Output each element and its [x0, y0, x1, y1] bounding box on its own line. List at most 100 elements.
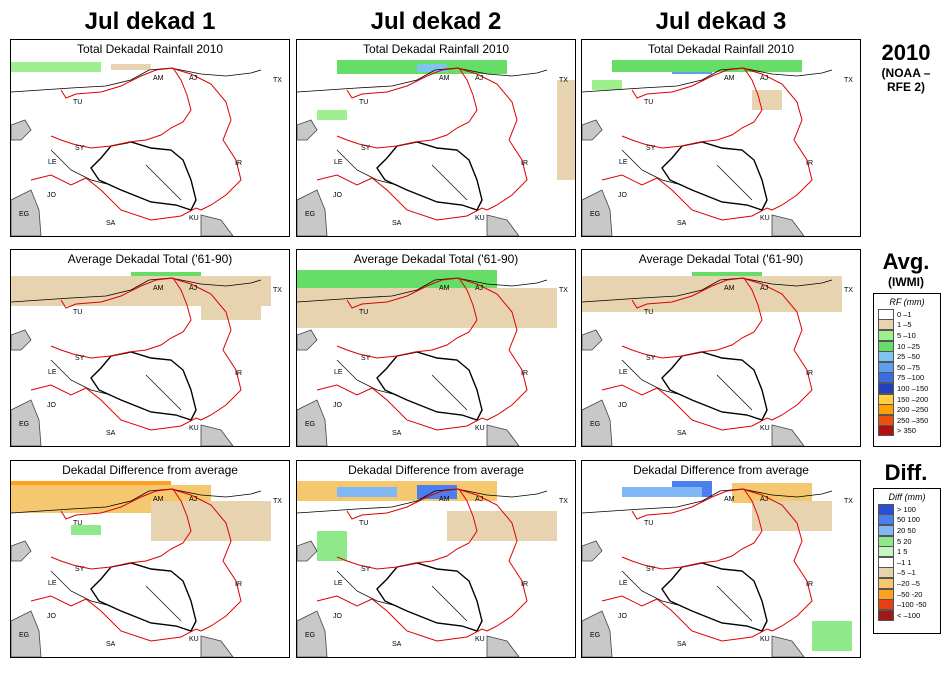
legend-swatch	[878, 524, 894, 536]
map-label-ir: IR	[235, 370, 242, 377]
legend-item: > 350	[874, 425, 940, 437]
map-label-am: AM	[439, 496, 450, 503]
map-label-ku: KU	[760, 636, 770, 643]
map-label-sa: SA	[677, 430, 687, 437]
legend-swatch	[878, 382, 894, 394]
red-border-saudi	[30, 174, 202, 221]
map-label-tu: TU	[73, 520, 82, 527]
red-border-saudi	[601, 595, 773, 642]
coastline	[297, 67, 548, 93]
sea-land-area	[582, 540, 805, 657]
panel-title: Total Dekadal Rainfall 2010	[647, 42, 795, 56]
map-panel-rainfall-dekad-3: AM AJ TX TU SY LE JO EG SA IR KU Total Dekadal Rai…	[581, 39, 861, 237]
red-border-iran	[456, 488, 528, 632]
legend-swatch	[878, 503, 894, 515]
rainfall-area	[447, 511, 557, 541]
panel-title: Total Dekadal Rainfall 2010	[76, 42, 224, 56]
map-panel-average-dekad-1: AM AJ TX TU SY LE JO EG SA IR KU Average Dekadal T…	[10, 249, 290, 447]
coastline	[297, 277, 548, 303]
map-label-le: LE	[619, 159, 628, 166]
map-label-sa: SA	[392, 220, 402, 227]
row-label-main: 2010	[881, 40, 931, 65]
red-border-iran	[170, 67, 242, 211]
red-border-iran	[170, 488, 242, 632]
map-label-ir: IR	[806, 370, 813, 377]
panel-title: Dekadal Difference from average	[633, 463, 809, 477]
sea-land-area	[582, 329, 805, 446]
map-label-jo: JO	[47, 192, 57, 199]
map-label-jo: JO	[618, 613, 628, 620]
legend-swatch	[878, 546, 894, 558]
map-canvas: AM AJ TX TU SY LE JO EG SA IR KU	[11, 62, 282, 236]
map-label-tx: TX	[844, 77, 853, 84]
map-label-sy: SY	[75, 145, 85, 152]
legend-label: 50 100	[897, 515, 920, 525]
map-label-le: LE	[48, 159, 57, 166]
legend-label: 75 –100	[897, 373, 925, 383]
map-label-ir: IR	[806, 581, 813, 588]
legend-label: 10 –25	[897, 341, 920, 351]
legend-swatch	[878, 414, 894, 426]
legend-label: 0 –1	[897, 309, 912, 319]
legend-item: –50 -20	[874, 588, 940, 600]
legend-swatch	[878, 514, 894, 526]
map-label-jo: JO	[47, 402, 57, 409]
legend-item: 200 –250	[874, 404, 940, 416]
legend-item: 25 –50	[874, 351, 940, 363]
legend-label: –5 –1	[897, 568, 916, 578]
iraq-outline	[661, 562, 768, 632]
legend-label: –20 –5	[897, 578, 920, 588]
legend-label: 50 –75	[897, 362, 920, 372]
legend-label: 1 –5	[897, 320, 912, 330]
legend-item: 150 –200	[874, 393, 940, 405]
rainfall-area	[732, 483, 812, 503]
legend-swatch	[878, 372, 894, 384]
map-label-ku: KU	[475, 636, 485, 643]
map-panel-difference-dekad-3: AM AJ TX TU SY LE JO EG SA IR KU Dekadal Differenc…	[581, 460, 861, 658]
coastline	[297, 488, 548, 514]
map-label-le: LE	[619, 580, 628, 587]
legend-item: 75 –100	[874, 372, 940, 384]
map-label-ir: IR	[235, 581, 242, 588]
map-label-am: AM	[724, 285, 735, 292]
legend-item: –1 1	[874, 556, 940, 568]
legend-label: 25 –50	[897, 352, 920, 362]
legend-swatch	[878, 319, 894, 331]
red-border-saudi	[316, 384, 488, 431]
red-border-saudi	[30, 384, 202, 431]
panel-title: Total Dekadal Rainfall 2010	[362, 42, 510, 56]
red-border-turkey	[50, 67, 192, 149]
legend-swatch	[878, 340, 894, 352]
map-label-le: LE	[334, 369, 343, 376]
map-label-ir: IR	[235, 160, 242, 167]
map-label-sy: SY	[646, 566, 656, 573]
map-label-aj: AJ	[189, 75, 197, 82]
panel-title: Average Dekadal Total ('61-90)	[67, 252, 233, 266]
row-label-main: Avg.	[882, 249, 930, 274]
map-label-eg: EG	[19, 421, 29, 428]
map-label-jo: JO	[618, 402, 628, 409]
map-label-am: AM	[153, 285, 164, 292]
legend-title: Diff (mm)	[888, 492, 926, 502]
map-label-tx: TX	[273, 498, 282, 505]
legend-item: 1 –5	[874, 319, 940, 331]
map-panel-average-dekad-2: AM AJ TX TU SY LE JO EG SA IR KU Average Dekadal T…	[296, 249, 576, 447]
map-label-eg: EG	[19, 632, 29, 639]
map-label-tu: TU	[644, 520, 653, 527]
map-label-ir: IR	[521, 370, 528, 377]
map-label-ku: KU	[189, 215, 199, 222]
red-border-turkey	[621, 488, 763, 570]
sea-land-area	[11, 119, 234, 236]
map-label-le: LE	[48, 369, 57, 376]
rainfall-area	[592, 80, 622, 90]
red-border-turkey	[621, 67, 763, 149]
red-border-saudi	[30, 595, 202, 642]
row-label-average: Avg. (IWMI)	[870, 249, 942, 289]
legend-swatch	[878, 329, 894, 341]
map-label-tu: TU	[73, 309, 82, 316]
map-label-am: AM	[439, 75, 450, 82]
map-label-ku: KU	[189, 636, 199, 643]
map-label-sa: SA	[106, 641, 116, 648]
legend-item: 5 –10	[874, 329, 940, 341]
map-panel-difference-dekad-1: AM AJ TX TU SY LE JO EG SA IR KU Dekadal Differenc…	[10, 460, 290, 658]
